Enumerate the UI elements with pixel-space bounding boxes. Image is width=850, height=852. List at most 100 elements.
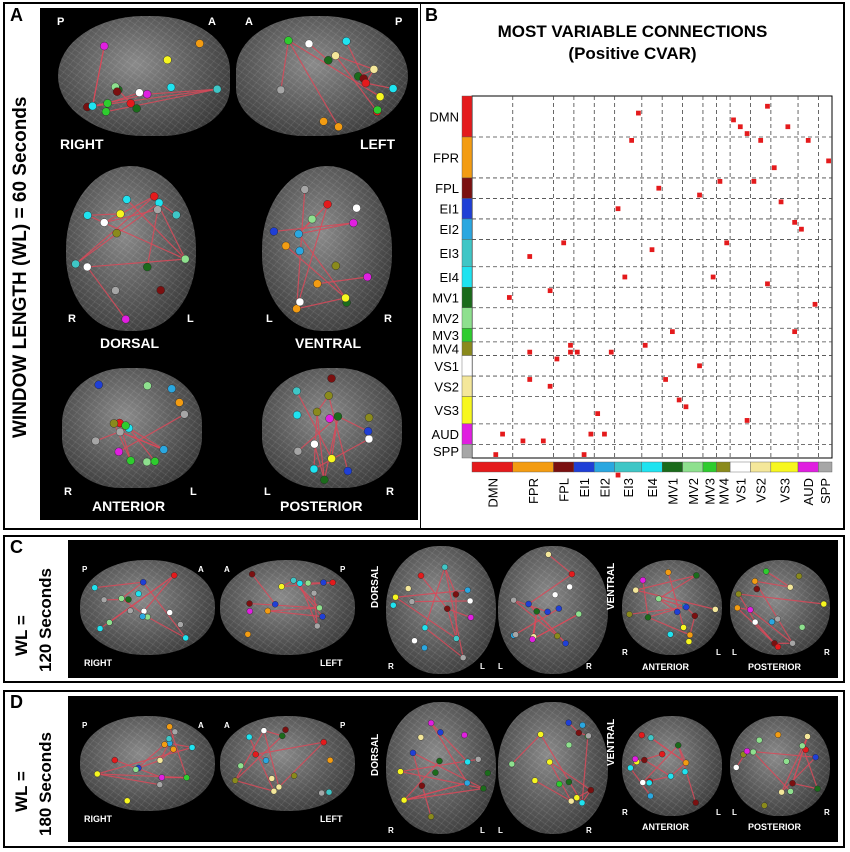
network-color-bar-row: [461, 423, 473, 445]
network-node: [182, 634, 189, 642]
network-node: [150, 192, 159, 201]
network-node: [545, 551, 552, 558]
brain-dorsal: [386, 546, 496, 674]
connection-edge: [97, 773, 187, 779]
network-node: [319, 117, 328, 126]
row-tick-label: MV3: [432, 328, 459, 343]
network-node: [787, 788, 794, 795]
row-tick-label: AUD: [432, 427, 459, 442]
panel-d-connection-overlay: [94, 719, 821, 820]
network-node: [248, 570, 256, 578]
network-node: [692, 799, 699, 806]
matrix-cell-point: [642, 342, 648, 348]
network-node: [585, 732, 592, 740]
connection-edge: [444, 566, 457, 595]
matrix-cell-point: [595, 411, 601, 416]
network-node: [159, 445, 168, 454]
network-node: [231, 777, 239, 784]
connection-edge: [412, 752, 484, 790]
network-color-bar-col: [750, 461, 772, 473]
connection-edge: [103, 195, 155, 224]
network-color-bar-col: [716, 461, 731, 473]
col-tick-label: MV3: [703, 478, 718, 505]
corner-a-left: A: [245, 16, 253, 28]
col-tick-label: EI2: [597, 478, 612, 498]
connection-edge: [169, 726, 188, 778]
network-node: [432, 769, 439, 776]
panel-c-wl-line1: WL =: [12, 615, 31, 656]
network-node: [188, 744, 196, 751]
connection-edge: [511, 733, 542, 765]
network-node: [778, 788, 785, 796]
network-node: [246, 608, 254, 615]
network-node: [318, 789, 325, 797]
network-node: [375, 92, 385, 101]
network-node: [100, 596, 108, 604]
view-label-posterior: POSTERIOR: [748, 822, 802, 832]
matrix-cell-point: [710, 274, 716, 280]
network-node: [537, 731, 544, 738]
brain-left-lateral: [220, 560, 355, 655]
network-color-bar-row: [461, 287, 473, 308]
connection-edge: [234, 779, 275, 792]
matrix-plot-area: [471, 95, 833, 459]
brain-ventral: [498, 546, 608, 674]
network-node: [799, 742, 806, 750]
corner-r-ventral: R: [586, 662, 592, 671]
view-label-right: RIGHT: [84, 814, 112, 824]
connection-edge: [658, 598, 678, 613]
matrix-cell-point: [717, 178, 723, 184]
connection-edge: [430, 722, 468, 784]
connection-edge: [91, 45, 105, 107]
matrix-cell-point: [758, 138, 764, 143]
connection-edge: [746, 750, 816, 758]
network-node: [756, 736, 763, 744]
connection-edge: [296, 390, 333, 459]
brain-left-lateral: [236, 16, 408, 136]
row-tick-label: VS2: [434, 379, 459, 394]
network-node: [292, 304, 301, 313]
network-node: [153, 205, 162, 214]
connection-edge: [781, 756, 817, 793]
connection-edge: [255, 741, 324, 755]
connection-edge: [169, 742, 193, 749]
network-color-bar-col: [641, 461, 663, 473]
network-node: [114, 447, 124, 456]
matrix-cell-point: [765, 281, 770, 287]
network-color-bar-col: [553, 461, 575, 473]
connection-edge: [249, 602, 320, 609]
network-node: [798, 624, 806, 631]
network-node: [300, 185, 309, 194]
network-node: [461, 731, 468, 739]
matrix-cell-point: [493, 452, 499, 457]
connection-edge: [635, 589, 716, 610]
row-tick-label: VS1: [434, 359, 459, 374]
network-node: [427, 813, 435, 820]
col-tick-label: MV2: [686, 478, 701, 505]
network-node: [459, 654, 467, 661]
connection-edge: [629, 606, 687, 615]
network-color-bar-row: [461, 328, 473, 343]
network-node: [512, 631, 519, 638]
connection-edge: [285, 245, 346, 299]
matrix-cell-point: [615, 206, 621, 212]
connection-edge: [94, 581, 144, 589]
connection-edge: [395, 596, 457, 639]
network-node: [252, 751, 259, 758]
matrix-cell-point: [568, 342, 573, 348]
network-node: [626, 611, 633, 618]
row-tick-label: VS3: [434, 403, 459, 418]
network-node: [578, 799, 586, 807]
connection-edge: [581, 736, 589, 803]
network-node: [310, 439, 319, 449]
panel-a-window-length-label: WINDOW LENGTH (WL) = 60 Seconds: [10, 96, 31, 438]
network-node: [363, 427, 373, 436]
network-node: [142, 457, 152, 467]
network-node: [246, 600, 253, 607]
network-node: [132, 104, 141, 113]
connection-edge: [424, 627, 464, 659]
connection-edge: [278, 741, 325, 788]
corner-a: A: [198, 565, 204, 574]
connection-edge: [147, 88, 218, 95]
network-node: [437, 729, 444, 736]
